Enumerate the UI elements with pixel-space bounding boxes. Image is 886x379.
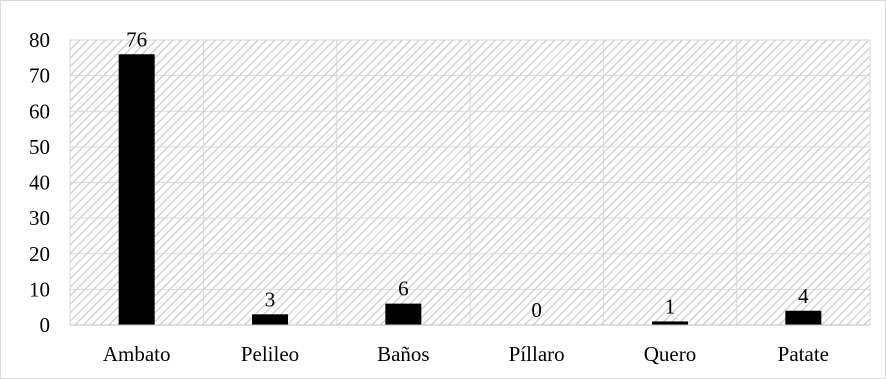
y-tick-label: 80 [29,28,50,52]
x-tick-label: Patate [778,342,829,366]
data-label: 0 [531,298,542,322]
y-tick-label: 70 [29,64,50,88]
data-label: 3 [265,287,276,311]
y-axis-tick-labels: 0 10 20 30 40 50 60 70 80 [29,28,50,337]
y-tick-label: 0 [40,313,51,337]
y-tick-label: 60 [29,99,50,123]
data-label: 76 [126,27,147,51]
y-tick-label: 50 [29,135,50,159]
x-tick-label: Quero [644,342,696,366]
bar-patate [785,311,821,325]
bar-ambato [119,54,155,325]
x-tick-label: Ambato [103,342,171,366]
data-label: 1 [665,294,676,318]
data-label: 4 [798,284,809,308]
x-tick-label: Baños [377,342,430,366]
data-label: 6 [398,277,409,301]
y-tick-label: 30 [29,206,50,230]
bar-pelileo [252,314,288,325]
x-tick-label: Píllaro [509,342,565,366]
y-tick-label: 20 [29,242,50,266]
bar-baños [385,304,421,325]
y-tick-label: 40 [29,171,50,195]
bar-quero [652,321,688,325]
y-tick-label: 10 [29,277,50,301]
x-tick-label: Pelileo [241,342,299,366]
x-axis-tick-labels: Ambato Pelileo Baños Píllaro Quero Patate [103,342,829,366]
